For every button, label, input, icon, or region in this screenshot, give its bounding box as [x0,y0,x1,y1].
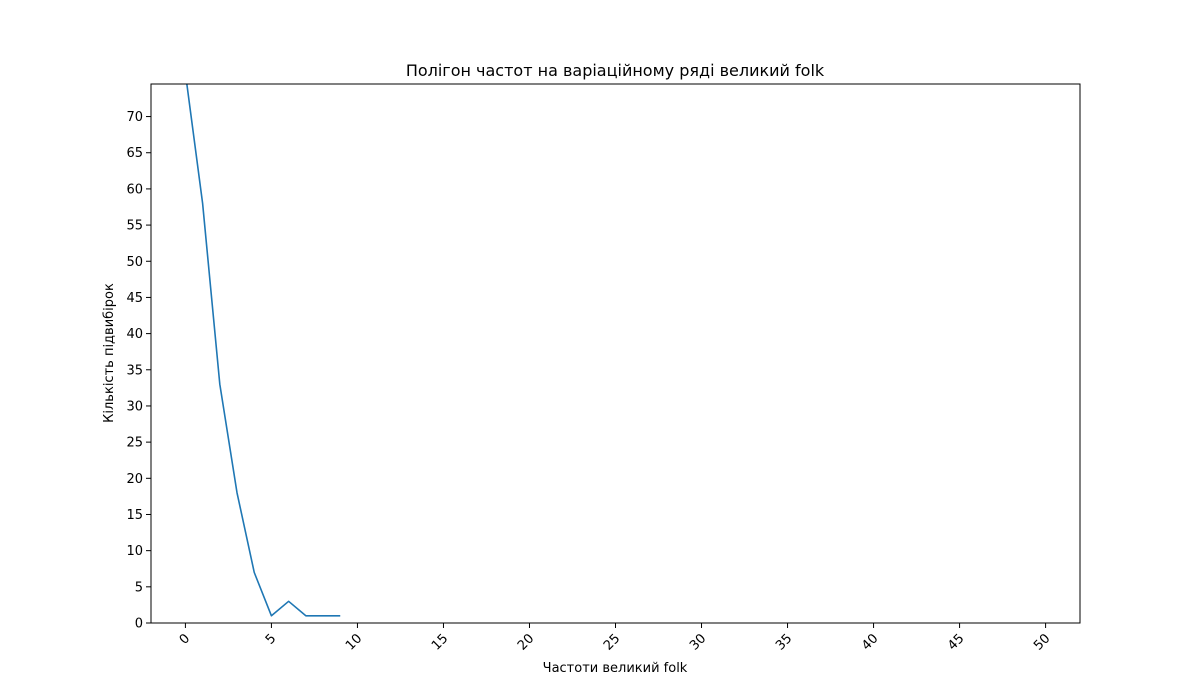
y-tick-label: 35 [126,363,143,378]
series-line [186,84,341,617]
y-tick-label: 55 [126,219,143,234]
y-tick-label: 70 [126,110,143,125]
x-tick-label: 0 [177,631,193,647]
y-tick-label: 40 [126,327,143,342]
x-tick-label: 20 [515,631,537,653]
x-tick-label: 25 [601,631,623,653]
y-tick-label: 30 [126,399,143,414]
y-axis-label: Кількість підвибірок [102,283,117,423]
x-axis-label: Частоти великий folk [543,661,688,676]
x-tick-label: 45 [945,631,967,653]
y-tick-label: 5 [135,580,143,595]
y-tick-label: 45 [126,291,143,306]
y-tick-label: 50 [126,255,143,270]
plot-frame [150,83,1081,624]
y-tick-label: 0 [135,617,143,632]
y-tick-label: 15 [126,508,143,523]
x-tick-label: 15 [429,631,451,653]
y-tick-label: 20 [126,472,143,487]
x-tick-label: 40 [859,631,881,653]
y-axis-ticks: 0 5 10 15 20 25 30 35 40 45 50 55 60 65 70 [126,110,151,632]
chart-title: Полігон частот на варіаційному ряді вели… [406,61,825,80]
x-tick-label: 5 [263,631,279,647]
x-tick-label: 35 [773,631,795,653]
y-tick-label: 65 [126,146,143,161]
x-tick-label: 30 [687,631,709,653]
x-axis-ticks: 0 5 10 15 20 25 30 35 40 45 50 [177,623,1053,654]
y-tick-label: 10 [126,544,143,559]
x-tick-label: 50 [1031,631,1053,653]
x-tick-label: 10 [343,631,365,653]
y-tick-label: 25 [126,436,143,451]
y-tick-label: 60 [126,182,143,197]
